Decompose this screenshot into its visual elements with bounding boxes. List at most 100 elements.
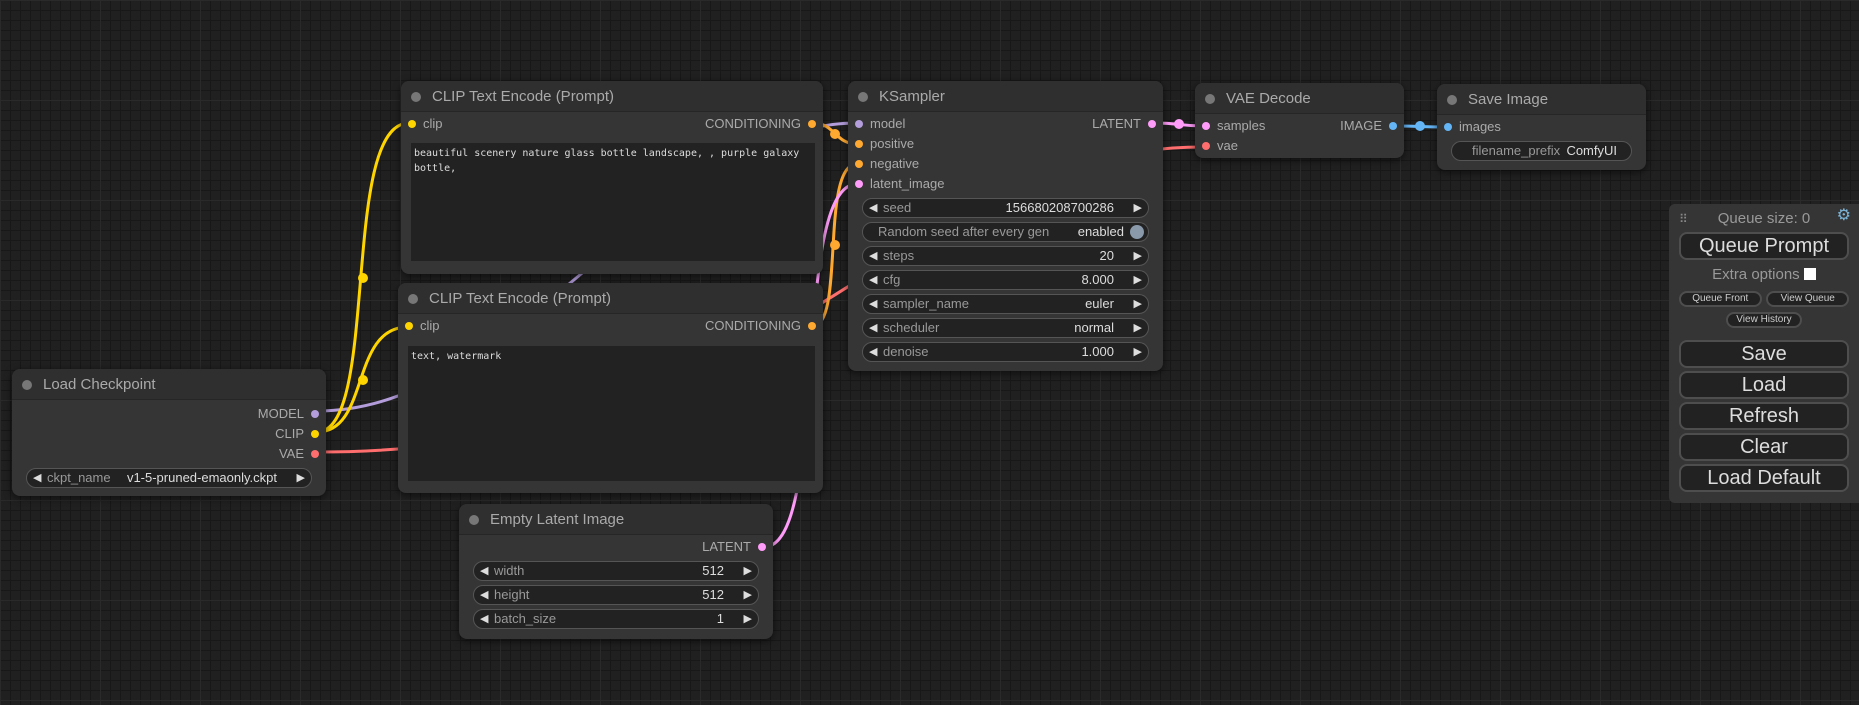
node-title[interactable]: Load Checkpoint <box>12 369 326 400</box>
seed-widget[interactable]: ◀ seed 156680208700286 ▶ <box>862 198 1149 218</box>
arrow-left-icon[interactable]: ◀ <box>480 565 489 577</box>
view-queue-button[interactable]: View Queue <box>1766 291 1850 307</box>
drag-handle-icon[interactable]: ⠿ <box>1679 212 1688 226</box>
output-slot-conditioning[interactable] <box>808 322 816 330</box>
node-empty-latent-image[interactable]: Empty Latent Image LATENT ◀ width 512 ▶ ◀ he… <box>459 504 773 639</box>
refresh-button[interactable]: Refresh <box>1679 402 1849 430</box>
node-vae-decode[interactable]: VAE Decode samples IMAGE vae <box>1195 83 1404 158</box>
output-slot-clip[interactable] <box>311 430 319 438</box>
node-title[interactable]: Save Image <box>1437 84 1646 115</box>
random-seed-toggle[interactable]: Random seed after every gen enabled <box>862 222 1149 242</box>
height-widget[interactable]: ◀ height 512 ▶ <box>473 585 759 605</box>
node-clip-text-encode-positive[interactable]: CLIP Text Encode (Prompt) clip CONDITIONI… <box>401 81 823 274</box>
collapse-dot-icon[interactable] <box>469 515 479 525</box>
node-ksampler[interactable]: KSampler model LATENT positive negative l… <box>848 81 1163 371</box>
clear-button[interactable]: Clear <box>1679 433 1849 461</box>
input-latent-image: latent_image <box>870 176 945 191</box>
batch-size-widget[interactable]: ◀ batch_size 1 ▶ <box>473 609 759 629</box>
collapse-dot-icon[interactable] <box>22 380 32 390</box>
node-load-checkpoint[interactable]: Load Checkpoint MODEL CLIP VAE ◀ ckpt_nam… <box>12 369 326 496</box>
denoise-widget[interactable]: ◀ denoise 1.000 ▶ <box>862 342 1149 362</box>
filename-prefix-field[interactable]: filename_prefix ComfyUI <box>1451 141 1632 161</box>
extra-options-checkbox[interactable] <box>1803 268 1816 280</box>
arrow-right-icon[interactable]: ▶ <box>1133 274 1142 286</box>
output-model: MODEL <box>257 406 304 421</box>
input-slot-vae[interactable] <box>1202 142 1210 150</box>
queue-front-button[interactable]: Queue Front <box>1678 291 1762 307</box>
output-slot-latent[interactable] <box>758 543 766 551</box>
ckpt-name-combo[interactable]: ◀ ckpt_name v1-5-pruned-emaonly.ckpt ▶ <box>26 468 312 488</box>
node-title[interactable]: CLIP Text Encode (Prompt) <box>398 283 823 314</box>
arrow-left-icon[interactable]: ◀ <box>869 346 878 358</box>
input-slot-negative[interactable] <box>855 160 863 168</box>
output-slot-conditioning[interactable] <box>808 120 816 128</box>
arrow-right-icon[interactable]: ▶ <box>1133 250 1142 262</box>
arrow-left-icon[interactable]: ◀ <box>33 472 42 484</box>
collapse-dot-icon[interactable] <box>1205 94 1215 104</box>
widget-value: ComfyUI <box>1566 143 1617 158</box>
collapse-dot-icon[interactable] <box>1447 95 1457 105</box>
arrow-left-icon[interactable]: ◀ <box>480 613 489 625</box>
collapse-dot-icon[interactable] <box>411 92 421 102</box>
load-default-button[interactable]: Load Default <box>1679 464 1849 492</box>
widget-label: Random seed after every gen <box>878 224 1050 239</box>
prompt-textarea[interactable]: beautiful scenery nature glass bottle la… <box>411 143 815 261</box>
widget-label: cfg <box>883 272 901 287</box>
arrow-right-icon[interactable]: ▶ <box>1133 202 1142 214</box>
load-button[interactable]: Load <box>1679 371 1849 399</box>
input-slot-model[interactable] <box>855 120 863 128</box>
widget-label: sampler_name <box>883 296 969 311</box>
scheduler-combo[interactable]: ◀ scheduler normal ▶ <box>862 318 1149 338</box>
input-slot-samples[interactable] <box>1202 122 1210 130</box>
node-save-image[interactable]: Save Image images filename_prefix ComfyUI <box>1437 84 1646 170</box>
output-conditioning: CONDITIONING <box>704 318 801 333</box>
widget-label: seed <box>883 200 912 215</box>
output-slot-latent[interactable] <box>1148 120 1156 128</box>
node-title[interactable]: CLIP Text Encode (Prompt) <box>401 81 823 112</box>
cfg-widget[interactable]: ◀ cfg 8.000 ▶ <box>862 270 1149 290</box>
collapse-dot-icon[interactable] <box>408 294 418 304</box>
arrow-right-icon[interactable]: ▶ <box>743 565 752 577</box>
arrow-left-icon[interactable]: ◀ <box>869 274 878 286</box>
arrow-left-icon[interactable]: ◀ <box>869 202 878 214</box>
arrow-left-icon[interactable]: ◀ <box>869 298 878 310</box>
widget-label: ckpt_name <box>47 470 111 485</box>
output-slot-vae[interactable] <box>311 450 319 458</box>
toggle-knob-icon[interactable] <box>1130 225 1144 239</box>
sampler-name-combo[interactable]: ◀ sampler_name euler ▶ <box>862 294 1149 314</box>
input-slot-clip[interactable] <box>405 322 413 330</box>
output-slot-image[interactable] <box>1389 122 1397 130</box>
view-history-button[interactable]: View History <box>1726 312 1802 328</box>
collapse-dot-icon[interactable] <box>858 92 868 102</box>
queue-prompt-button[interactable]: Queue Prompt <box>1679 232 1849 260</box>
prompt-textarea[interactable]: text, watermark <box>408 346 815 481</box>
title-text: Load Checkpoint <box>43 375 156 393</box>
widget-value: enabled <box>1077 224 1124 239</box>
width-widget[interactable]: ◀ width 512 ▶ <box>473 561 759 581</box>
input-slot-images[interactable] <box>1444 123 1452 131</box>
node-title[interactable]: Empty Latent Image <box>459 504 773 535</box>
arrow-right-icon[interactable]: ▶ <box>296 472 305 484</box>
arrow-left-icon[interactable]: ◀ <box>480 589 489 601</box>
arrow-right-icon[interactable]: ▶ <box>743 589 752 601</box>
arrow-right-icon[interactable]: ▶ <box>1133 298 1142 310</box>
output-clip: CLIP <box>275 426 304 441</box>
input-slot-positive[interactable] <box>855 140 863 148</box>
title-text: CLIP Text Encode (Prompt) <box>432 87 615 105</box>
output-slot-model[interactable] <box>311 410 319 418</box>
gear-icon[interactable]: ⚙ <box>1836 207 1851 224</box>
arrow-right-icon[interactable]: ▶ <box>1133 346 1142 358</box>
arrow-left-icon[interactable]: ◀ <box>869 250 878 262</box>
node-title[interactable]: KSampler <box>848 81 1163 112</box>
arrow-left-icon[interactable]: ◀ <box>869 322 878 334</box>
input-slot-clip[interactable] <box>408 120 416 128</box>
arrow-right-icon[interactable]: ▶ <box>1133 322 1142 334</box>
node-title[interactable]: VAE Decode <box>1195 83 1404 114</box>
input-slot-latent-image[interactable] <box>855 180 863 188</box>
arrow-right-icon[interactable]: ▶ <box>743 613 752 625</box>
save-button[interactable]: Save <box>1679 340 1849 368</box>
widget-label: scheduler <box>883 320 940 335</box>
steps-widget[interactable]: ◀ steps 20 ▶ <box>862 246 1149 266</box>
input-clip: clip <box>420 318 440 333</box>
node-clip-text-encode-negative[interactable]: CLIP Text Encode (Prompt) clip CONDITIONI… <box>398 283 823 493</box>
